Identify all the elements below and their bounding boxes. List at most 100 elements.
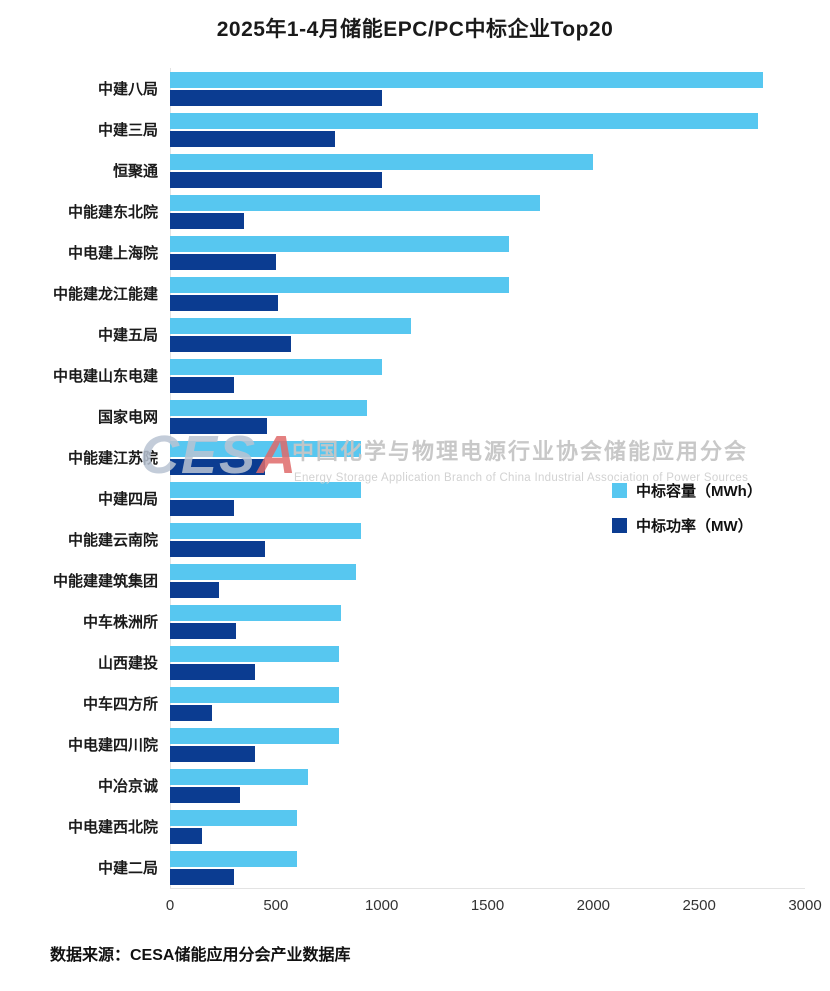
capacity-bar: [170, 71, 763, 88]
bar-group: [170, 642, 805, 683]
power-bar: [170, 376, 234, 393]
chart-row: 中车株洲所: [0, 601, 805, 642]
chart-row: 中能建东北院: [0, 191, 805, 232]
power-bar: [170, 294, 278, 311]
power-bar: [170, 89, 382, 106]
chart-row: 中电建上海院: [0, 232, 805, 273]
legend-swatch: [612, 483, 627, 498]
chart-title: 2025年1-4月储能EPC/PC中标企业Top20: [216, 18, 614, 41]
chart-row: 中建二局: [0, 847, 805, 888]
bar-group: [170, 109, 805, 150]
bar-group: [170, 519, 805, 560]
bar-group: [170, 724, 805, 765]
chart-row: 中建三局: [0, 109, 805, 150]
capacity-bar: [170, 112, 759, 129]
category-label: 国家电网: [97, 409, 158, 426]
chart-row: 中车四方所: [0, 683, 805, 724]
power-bar: [170, 499, 234, 516]
capacity-bar: [170, 235, 509, 252]
category-label: 中车四方所: [82, 696, 158, 713]
category-label: 中电建西北院: [67, 819, 158, 836]
x-tick-label: 2000: [576, 897, 611, 914]
power-bar: [170, 786, 240, 803]
legend-item: 中标功率（MW）: [612, 515, 762, 536]
power-bar: [170, 171, 382, 188]
capacity-bar: [170, 440, 361, 457]
category-label: 中建四局: [97, 491, 158, 508]
chart-row: 中电建山东电建: [0, 355, 805, 396]
capacity-bar: [170, 809, 297, 826]
category-label: 恒聚通: [112, 163, 158, 180]
category-label: 中电建上海院: [67, 245, 158, 262]
chart-row: 中能建建筑集团: [0, 560, 805, 601]
bar-group: [170, 273, 805, 314]
chart-row: 中能建龙江能建: [0, 273, 805, 314]
power-bar: [170, 663, 255, 680]
y-axis-line: [170, 68, 171, 888]
bar-group: [170, 314, 805, 355]
bar-group: [170, 355, 805, 396]
power-bar: [170, 622, 236, 639]
x-axis: 0 500 1000 1500 2000 2500 3000: [166, 897, 822, 919]
capacity-bar: [170, 399, 367, 416]
chart-row: 中建五局: [0, 314, 805, 355]
bar-group: [170, 601, 805, 642]
power-bar: [170, 540, 266, 557]
power-bar: [170, 212, 245, 229]
capacity-bar: [170, 317, 412, 334]
category-label: 中能建江苏院: [67, 450, 158, 467]
power-bar: [170, 130, 336, 147]
power-bar: [170, 827, 202, 844]
chart-row: 中冶京诚: [0, 765, 805, 806]
category-label: 中建五局: [97, 327, 158, 344]
x-tick-label: 2500: [682, 897, 716, 914]
category-label: 中建二局: [97, 860, 158, 877]
category-label: 中建八局: [97, 81, 158, 98]
chart-row: 恒聚通: [0, 150, 805, 191]
bar-group: [170, 478, 805, 519]
capacity-bar: [170, 645, 340, 662]
capacity-bar: [170, 481, 361, 498]
chart-row: 中电建四川院: [0, 724, 805, 765]
bar-group: [170, 232, 805, 273]
x-tick-label: 0: [165, 897, 175, 914]
bar-group: [170, 560, 805, 601]
capacity-bar: [170, 563, 357, 580]
chart-row: 中电建西北院: [0, 806, 805, 847]
power-bar: [170, 417, 268, 434]
chart-row: 山西建投: [0, 642, 805, 683]
capacity-bar: [170, 768, 308, 785]
source-note: 数据来源：CESA储能应用分会产业数据库: [50, 947, 351, 964]
chart-row: 中能建云南院: [0, 519, 805, 560]
x-tick-label: 3000: [788, 897, 822, 914]
category-label: 中冶京诚: [97, 778, 158, 795]
bar-group: [170, 396, 805, 437]
chart-row: 中建八局: [0, 68, 805, 109]
bar-group: [170, 765, 805, 806]
capacity-bar: [170, 194, 541, 211]
category-label: 中能建东北院: [67, 204, 158, 221]
bar-group: [170, 683, 805, 724]
category-label: 中能建龙江能建: [52, 286, 158, 303]
power-bar: [170, 704, 213, 721]
x-axis-line: [170, 888, 805, 889]
chart-row: 国家电网: [0, 396, 805, 437]
legend-item: 中标容量（MWh）: [612, 480, 762, 501]
x-tick-label: 1500: [470, 897, 505, 914]
bar-group: [170, 68, 805, 109]
power-bar: [170, 335, 291, 352]
bar-group: [170, 150, 805, 191]
bar-group: [170, 806, 805, 847]
capacity-bar: [170, 153, 594, 170]
capacity-bar: [170, 522, 361, 539]
bar-group: [170, 191, 805, 232]
capacity-bar: [170, 686, 340, 703]
bar-group: [170, 847, 805, 888]
power-bar: [170, 868, 234, 885]
power-bar: [170, 745, 255, 762]
capacity-bar: [170, 604, 342, 621]
chart-rows: 中建八局中建三局恒聚通中能建东北院 中电建上海院中能建龙江能建中建五局中电建山东电…: [0, 68, 805, 888]
category-label: 中车株洲所: [82, 614, 158, 631]
category-label: 中能建建筑集团: [52, 573, 158, 590]
